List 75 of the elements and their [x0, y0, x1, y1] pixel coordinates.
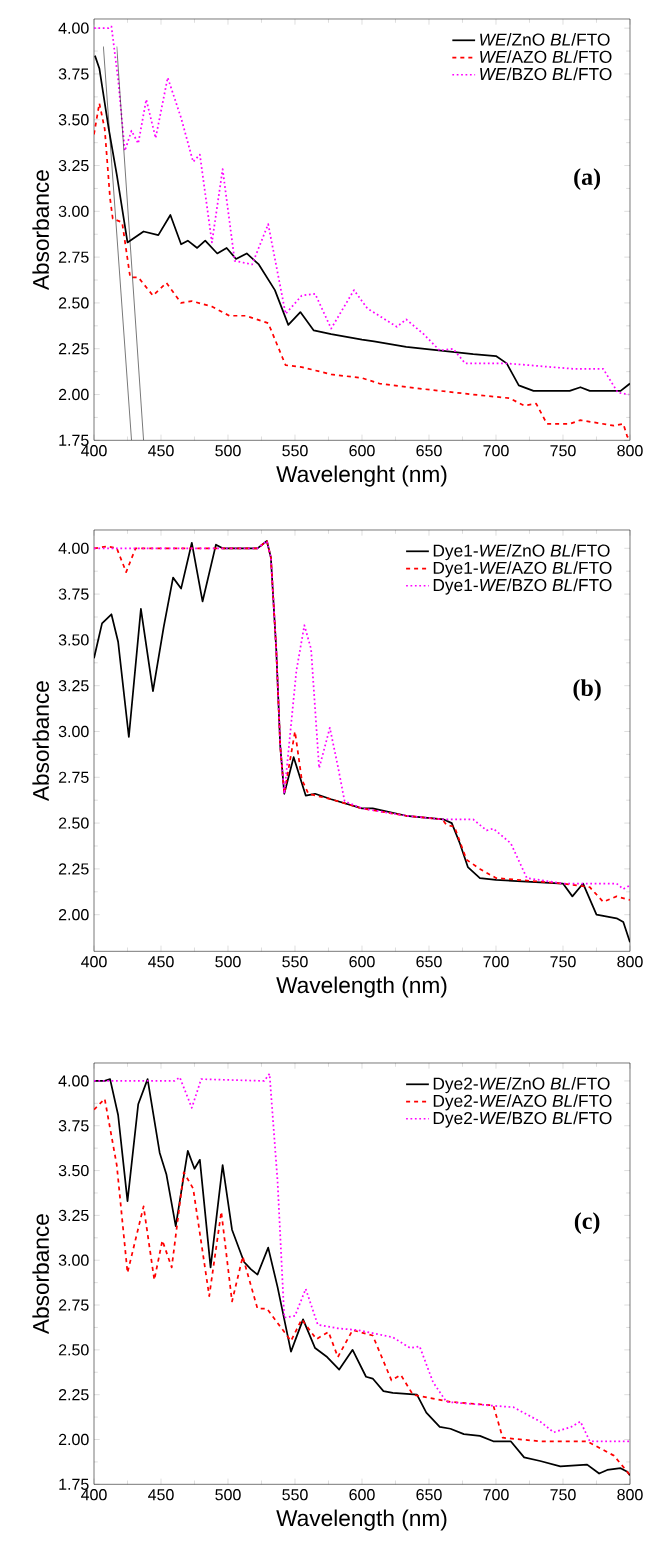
x-tick-label: 800	[617, 445, 643, 457]
legend-label: WE/AZO BL/FTO	[480, 50, 612, 63]
annotation: (a)	[574, 168, 601, 190]
y-tick-label: 2.75	[58, 1299, 89, 1311]
y-tick-label: 3.50	[58, 114, 89, 126]
x-tick-label: 500	[215, 956, 241, 968]
x-tick-label: 400	[81, 445, 107, 457]
x-tick-label: 650	[416, 445, 442, 457]
x-tick-label: 500	[215, 445, 241, 457]
legend-label: Dye1-WE/BZO BL/FTO	[433, 578, 612, 595]
x-tick-label: 600	[349, 956, 375, 968]
y-tick-label: 3.00	[58, 205, 89, 217]
y-axis-title: Absorbance	[32, 1214, 49, 1335]
legend-label: Dye2-WE/BZO BL/FTO	[433, 1111, 612, 1128]
y-axis-title: Absorbance	[32, 170, 49, 291]
annotation: (b)	[573, 679, 601, 701]
x-tick-label: 750	[550, 445, 576, 457]
y-tick-label: 4.00	[58, 22, 89, 34]
x-tick-label: 700	[483, 1489, 509, 1501]
y-tick-label: 3.50	[58, 634, 89, 646]
y-tick-label: 2.50	[58, 1344, 89, 1356]
y-tick-label: 1.75	[59, 1478, 89, 1490]
legend-label: Dye1-WE/ZnO BL/FTO	[433, 544, 610, 561]
x-tick-label: 550	[282, 1489, 308, 1501]
x-tick-label: 700	[483, 445, 509, 457]
y-tick-label: 3.75	[58, 1120, 89, 1132]
x-axis-title: Wavelength (nm)	[276, 1509, 447, 1531]
y-tick-label: 2.75	[58, 771, 89, 783]
y-tick-label: 3.00	[58, 1254, 89, 1266]
x-tick-label: 700	[483, 956, 509, 968]
x-tick-label: 750	[550, 1489, 576, 1501]
x-axis-title: Wavelength (nm)	[276, 976, 447, 998]
y-tick-label: 2.50	[58, 817, 89, 829]
legend-label: Dye2-WE/ZnO BL/FTO	[433, 1077, 610, 1094]
y-tick-label: 3.75	[58, 588, 89, 600]
y-tick-label: 3.50	[58, 1164, 89, 1177]
y-tick-label: 1.75	[59, 434, 89, 446]
x-axis-title: Wavelenght (nm)	[276, 465, 447, 487]
y-tick-label: 4.00	[58, 542, 89, 554]
x-tick-label: 550	[282, 445, 308, 457]
x-tick-label: 750	[550, 956, 576, 968]
x-tick-label: 600	[349, 1489, 375, 1501]
y-tick-label: 4.00	[58, 1075, 89, 1087]
legend-label: Dye1-WE/AZO BL/FTO	[433, 561, 612, 578]
legend-label: Dye2-WE/AZO BL/FTO	[433, 1094, 612, 1111]
x-tick-label: 800	[617, 956, 643, 968]
y-tick-label: 2.00	[58, 909, 89, 921]
x-tick-label: 450	[148, 1489, 174, 1501]
y-tick-label: 2.00	[58, 388, 89, 401]
x-tick-label: 650	[416, 956, 442, 968]
x-tick-label: 500	[215, 1489, 241, 1501]
y-tick-label: 2.50	[58, 297, 89, 309]
y-tick-label: 3.25	[58, 1209, 89, 1222]
line-series	[94, 102, 630, 440]
x-tick-label: 450	[148, 956, 174, 968]
y-tick-label: 3.75	[58, 68, 89, 80]
y-tick-label: 2.25	[58, 863, 89, 875]
legend-label: WE/BZO BL/FTO	[480, 67, 612, 81]
x-tick-label: 450	[148, 445, 174, 457]
x-tick-label: 600	[349, 445, 375, 457]
y-axis-title: Absorbance	[32, 681, 49, 802]
x-tick-label: 650	[416, 1489, 442, 1501]
x-tick-label: 400	[81, 956, 107, 968]
annotation: (c)	[574, 1212, 600, 1234]
x-tick-label: 400	[81, 1489, 107, 1501]
y-tick-label: 3.25	[58, 159, 89, 172]
legend-label: WE/ZnO BL/FTO	[480, 33, 610, 46]
y-tick-label: 3.00	[58, 725, 89, 738]
x-tick-label: 550	[282, 956, 308, 968]
y-tick-label: 2.00	[58, 1433, 89, 1446]
y-tick-label: 2.25	[58, 1389, 89, 1401]
y-tick-label: 2.25	[58, 343, 89, 355]
x-tick-label: 800	[617, 1489, 643, 1501]
y-tick-label: 2.75	[58, 251, 89, 263]
y-tick-label: 3.25	[58, 680, 89, 692]
